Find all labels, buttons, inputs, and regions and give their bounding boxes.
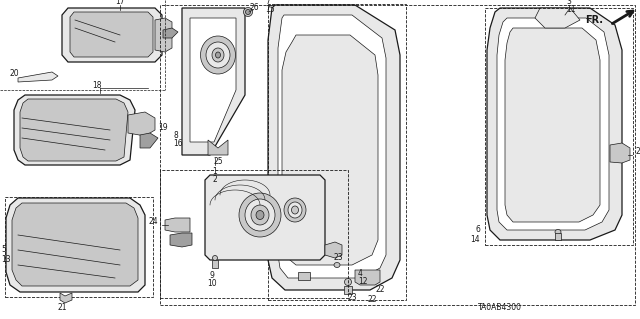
Polygon shape	[14, 95, 135, 165]
Text: 23: 23	[635, 147, 640, 157]
Text: 14: 14	[470, 235, 480, 244]
Text: 5: 5	[1, 246, 6, 255]
Text: 13: 13	[1, 256, 11, 264]
Text: 1: 1	[212, 167, 218, 176]
Text: 22: 22	[375, 286, 385, 294]
Text: TA0AB4300: TA0AB4300	[478, 303, 522, 313]
Polygon shape	[165, 218, 190, 232]
Ellipse shape	[334, 263, 340, 268]
Text: 10: 10	[207, 278, 217, 287]
Ellipse shape	[206, 42, 230, 68]
Ellipse shape	[344, 278, 351, 286]
Ellipse shape	[245, 199, 275, 231]
Bar	[5, 197, 153, 297]
Polygon shape	[140, 133, 158, 148]
Ellipse shape	[291, 206, 298, 214]
Ellipse shape	[212, 48, 224, 62]
Polygon shape	[70, 12, 153, 57]
Text: 16: 16	[173, 138, 182, 147]
Polygon shape	[212, 260, 218, 268]
Polygon shape	[535, 8, 580, 28]
Polygon shape	[610, 143, 630, 163]
Text: 9: 9	[209, 271, 214, 279]
Bar	[485, 8, 633, 245]
Ellipse shape	[200, 36, 236, 74]
Polygon shape	[12, 203, 138, 286]
Ellipse shape	[256, 211, 264, 219]
Polygon shape	[208, 140, 228, 155]
Bar	[160, 5, 635, 305]
Text: 15: 15	[265, 5, 275, 14]
Text: FR.: FR.	[585, 15, 603, 25]
Polygon shape	[190, 18, 236, 142]
Polygon shape	[298, 272, 310, 280]
Ellipse shape	[288, 202, 302, 218]
Ellipse shape	[284, 198, 306, 222]
Polygon shape	[278, 15, 386, 278]
Text: 26: 26	[250, 4, 260, 12]
Polygon shape	[487, 8, 622, 240]
Text: 22: 22	[368, 295, 378, 305]
Text: 21: 21	[58, 302, 67, 311]
Text: 8: 8	[173, 130, 178, 139]
Text: 17: 17	[115, 0, 125, 6]
Text: 3: 3	[566, 0, 571, 6]
Text: 18: 18	[92, 80, 102, 90]
Polygon shape	[282, 35, 378, 265]
Polygon shape	[60, 293, 72, 303]
Bar	[160, 170, 348, 298]
Polygon shape	[6, 198, 145, 292]
Text: 2: 2	[212, 175, 218, 184]
Polygon shape	[18, 72, 58, 82]
Polygon shape	[20, 99, 128, 161]
Polygon shape	[497, 18, 609, 230]
Polygon shape	[182, 8, 245, 155]
Polygon shape	[163, 28, 178, 38]
Bar	[268, 4, 406, 300]
Text: 20: 20	[10, 69, 20, 78]
Text: 6: 6	[475, 226, 480, 234]
Text: 7: 7	[265, 0, 270, 6]
Text: 19: 19	[158, 123, 168, 132]
Polygon shape	[62, 8, 162, 62]
Text: 11: 11	[566, 5, 575, 14]
Text: 24: 24	[148, 218, 158, 226]
Text: 12: 12	[358, 277, 367, 286]
Ellipse shape	[246, 10, 250, 14]
Text: 25: 25	[213, 158, 223, 167]
Polygon shape	[344, 286, 352, 294]
Polygon shape	[128, 112, 155, 136]
Ellipse shape	[251, 205, 269, 225]
Polygon shape	[555, 233, 561, 240]
Text: 23: 23	[333, 254, 342, 263]
Polygon shape	[170, 233, 192, 247]
Polygon shape	[505, 28, 600, 222]
Polygon shape	[355, 270, 380, 285]
Ellipse shape	[216, 52, 221, 58]
Polygon shape	[155, 18, 172, 52]
Text: 23: 23	[348, 293, 358, 302]
Ellipse shape	[555, 229, 561, 234]
Polygon shape	[325, 242, 342, 258]
Ellipse shape	[243, 8, 253, 17]
Text: 4: 4	[358, 269, 363, 278]
Ellipse shape	[239, 193, 281, 237]
Ellipse shape	[212, 256, 218, 261]
Polygon shape	[268, 5, 400, 290]
Polygon shape	[205, 175, 325, 260]
